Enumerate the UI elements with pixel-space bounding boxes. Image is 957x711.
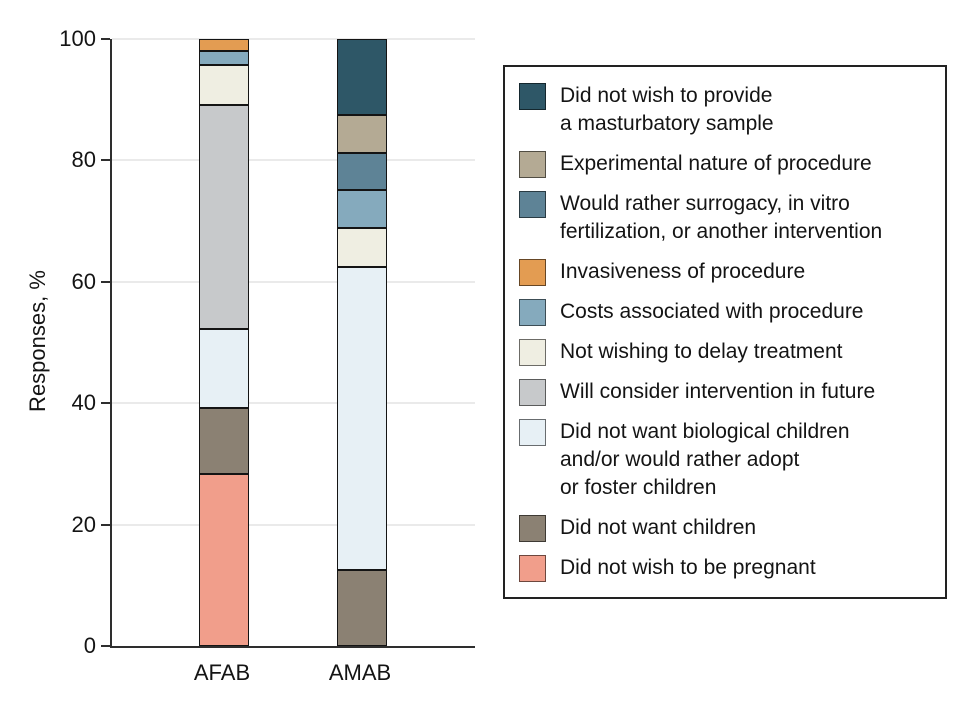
legend-label: Did not wish to provide a masturbatory s… [560, 84, 774, 135]
y-tick-label: 60 [71, 268, 96, 294]
legend-swatch [519, 555, 546, 582]
legend-label: Will consider intervention in future [560, 380, 876, 403]
legend-label: Not wishing to delay treatment [560, 340, 843, 363]
bar-segment [337, 39, 387, 115]
legend-swatch [519, 419, 546, 446]
legend-item: Did not want biological children and/or … [519, 418, 935, 502]
y-axis-tick [101, 280, 110, 283]
bar-segment [199, 51, 249, 65]
y-axis-tick [101, 523, 110, 526]
legend-item: Did not wish to be pregnant [519, 554, 935, 582]
legend-swatch [519, 515, 546, 542]
bar-segment [199, 64, 249, 106]
legend-item: Would rather surrogacy, in vitro fertili… [519, 190, 935, 246]
legend-label: Would rather surrogacy, in vitro fertili… [560, 192, 883, 243]
bar-segment [199, 474, 249, 646]
legend-label: Experimental nature of procedure [560, 152, 872, 175]
bar-segment [199, 408, 249, 475]
bar-segment [337, 190, 387, 229]
legend-label: Did not want children [560, 516, 757, 539]
legend-swatch [519, 151, 546, 178]
y-axis-tick [101, 38, 110, 40]
bar-afab [199, 39, 249, 646]
x-category-label: AMAB [328, 660, 392, 685]
legend-label: Costs associated with procedure [560, 300, 864, 323]
legend-item: Costs associated with procedure [519, 298, 935, 326]
legend-swatch [519, 259, 546, 286]
gridline [112, 280, 475, 283]
y-axis-label: Responses, % [25, 270, 50, 412]
bar-segment [199, 105, 249, 329]
bar-amab [337, 39, 387, 646]
legend-swatch [519, 339, 546, 366]
gridline [112, 159, 475, 162]
legend-item: Not wishing to delay treatment [519, 338, 935, 366]
gridline [112, 523, 475, 526]
bar-segment [337, 228, 387, 267]
bar-segment [337, 570, 387, 646]
legend-item: Will consider intervention in future [519, 378, 935, 406]
legend-label: Did not wish to be pregnant [560, 556, 816, 579]
y-axis-tick [101, 159, 110, 162]
x-category-label: AFAB [193, 660, 251, 685]
legend-item: Experimental nature of procedure [519, 150, 935, 178]
y-tick-label: 80 [71, 147, 96, 173]
bar-segment [337, 114, 387, 153]
legend-item: Did not want children [519, 514, 935, 542]
y-tick-label: 20 [71, 511, 96, 537]
bar-segment [337, 266, 387, 571]
y-axis-tick [101, 402, 110, 405]
y-tick-label: 40 [71, 390, 96, 416]
legend-swatch [519, 299, 546, 326]
gridline [112, 38, 475, 40]
legend-swatch [519, 83, 546, 110]
legend-label: Invasiveness of procedure [560, 260, 806, 283]
plot-area [101, 38, 475, 648]
legend-item: Invasiveness of procedure [519, 258, 935, 286]
y-tick-label: 100 [59, 26, 96, 51]
bar-segment [199, 328, 249, 409]
gridline [112, 402, 475, 405]
y-tick-label: 0 [83, 633, 96, 658]
legend-label: Did not want biological children and/or … [560, 420, 850, 499]
bar-segment [199, 39, 249, 52]
bar-segment [337, 152, 387, 191]
y-axis-tick [101, 645, 110, 647]
legend-swatch [519, 191, 546, 218]
legend-swatch [519, 379, 546, 406]
legend: Did not wish to provide a masturbatory s… [503, 65, 947, 599]
legend-item: Did not wish to provide a masturbatory s… [519, 82, 935, 138]
